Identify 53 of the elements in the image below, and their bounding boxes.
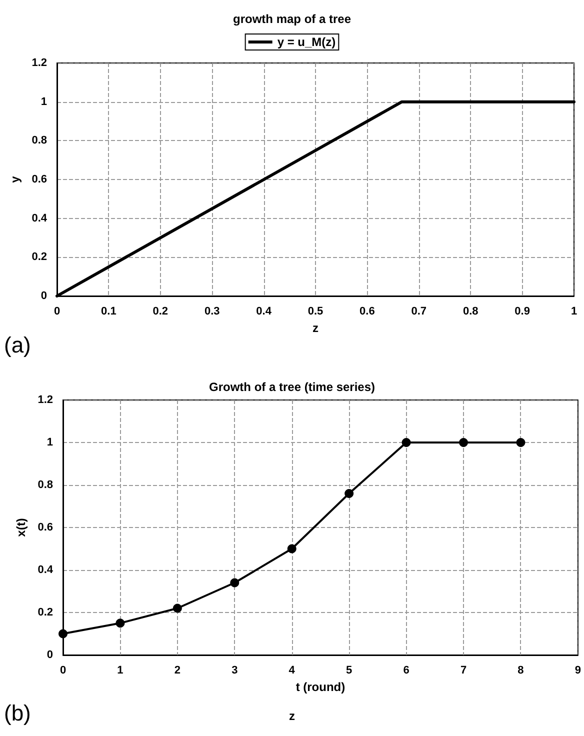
x-tick-label: 0.9	[514, 306, 530, 318]
y-tick-label: 0	[40, 290, 47, 302]
y-tick-label: 0.6	[38, 522, 53, 534]
x-tick-label: 1	[117, 664, 124, 676]
y-tick-label: 1	[40, 96, 47, 108]
y-tick-label: 0.2	[38, 606, 53, 618]
x-tick-label: 9	[574, 664, 582, 676]
point	[344, 489, 354, 498]
x-axis-title: z	[312, 320, 318, 335]
x-tick-label: 3	[232, 664, 238, 676]
point	[172, 604, 182, 613]
x-tick-label: 4	[288, 664, 296, 676]
legend-label: y = u_M(z)	[277, 35, 336, 49]
x-tick-label: 1	[570, 306, 578, 318]
x-axis-title: t (round)	[296, 680, 346, 694]
point	[516, 438, 526, 447]
y-tick-label: 0.8	[32, 134, 47, 147]
x-tick-label: 0.6	[360, 306, 375, 318]
x-tick-label: 0	[60, 664, 66, 676]
x-tick-label: 0.1	[101, 306, 116, 318]
x-tick-label: 0.3	[204, 306, 220, 318]
y-tick-label: 1	[46, 436, 53, 448]
text: z	[289, 709, 295, 723]
chart-title: Growth of a tree (time series)	[208, 380, 376, 394]
x-tick-label: 0.5	[308, 306, 324, 318]
y-tick-label: 1.2	[38, 394, 53, 406]
y-tick-label: 0.2	[32, 251, 47, 264]
point	[459, 438, 468, 447]
y-tick-label: 0	[46, 649, 53, 661]
point	[58, 629, 68, 638]
x-tick-label: 2	[174, 664, 180, 676]
y-tick-label: 1.2	[32, 57, 47, 69]
y-tick-label: 0.4	[38, 564, 54, 576]
x-tick-label: 0.7	[411, 306, 427, 318]
point	[287, 544, 296, 554]
y-tick-label: 0.8	[38, 479, 53, 491]
x-tick-label: 6	[403, 664, 410, 676]
text: (b)	[4, 700, 31, 726]
y-tick-label: 0.6	[32, 174, 47, 186]
y-axis-title: x(t)	[14, 518, 28, 537]
point	[116, 618, 125, 628]
y-tick-label: 0.4	[32, 212, 48, 224]
point	[402, 438, 411, 447]
x-tick-label: 7	[460, 664, 467, 676]
text: (a)	[4, 332, 31, 358]
x-tick-label: 5	[346, 664, 352, 676]
y-axis-title: y	[8, 176, 22, 183]
chart-title: growth map of a tree	[232, 12, 352, 26]
x-tick-label: 0.8	[462, 306, 478, 318]
x-tick-label: 8	[518, 664, 524, 676]
x-tick-label: 0.2	[152, 306, 168, 318]
x-tick-label: 0.4	[256, 306, 272, 318]
point	[230, 578, 240, 588]
